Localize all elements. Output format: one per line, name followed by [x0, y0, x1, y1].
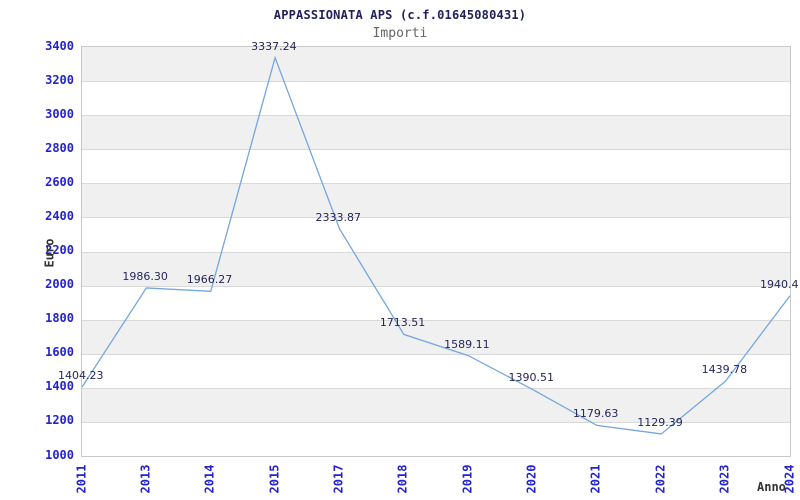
gridline: [82, 183, 790, 185]
x-tick-label: 2023: [707, 459, 743, 499]
gridline: [82, 81, 790, 83]
gridline: [82, 251, 790, 253]
x-tick-label: 2013: [127, 459, 163, 499]
gridline: [82, 421, 790, 423]
data-point-label: 1390.51: [508, 371, 555, 385]
data-point-label: 1966.27: [186, 273, 233, 287]
plot-band: [82, 319, 790, 354]
x-tick-label: 2021: [578, 459, 614, 499]
y-tick-label: 2800: [45, 140, 74, 155]
x-tick-label-text: 2018: [395, 464, 410, 494]
plot-band: [82, 115, 790, 150]
series-polyline: [82, 55, 790, 435]
x-tick-label-text: 2022: [653, 464, 668, 494]
gridline: [82, 319, 790, 321]
data-point-label: 1713.51: [379, 316, 426, 330]
x-tick-label-text: 2017: [331, 464, 346, 494]
x-tick-label: 2011: [63, 459, 99, 499]
y-tick-label: 2600: [45, 174, 74, 189]
data-point-label: 1986.30: [122, 269, 168, 283]
y-tick-label: 3000: [45, 106, 74, 121]
data-point-label: 1940.4: [760, 277, 799, 291]
chart-title: APPASSIONATA APS (c.f.01645080431): [273, 8, 527, 22]
y-tick-label: 1600: [45, 345, 74, 360]
plot-band: [82, 387, 790, 422]
y-tick-label: 2400: [45, 208, 74, 223]
chart-subtitle: Importi: [372, 26, 428, 41]
gridline: [82, 353, 790, 355]
x-tick-label-text: 2020: [524, 464, 539, 494]
plot-band: [82, 47, 790, 82]
data-point-label: 1439.78: [701, 363, 748, 377]
gridline: [82, 115, 790, 117]
x-tick-label-text: 2015: [267, 464, 282, 494]
data-point-label: 3337.24: [251, 39, 297, 53]
y-tick-label: 2000: [45, 277, 74, 292]
y-tick-label: 1200: [45, 413, 74, 428]
y-tick-label: 3200: [45, 72, 74, 87]
x-tick-label-text: 2023: [717, 464, 732, 494]
y-tick-label: 1400: [45, 379, 74, 394]
y-tick-label: 2200: [45, 243, 74, 257]
data-point-label: 2333.87: [315, 210, 361, 224]
x-tick-label-text: 2013: [138, 464, 153, 494]
x-tick-label: 2018: [385, 459, 421, 499]
x-tick-label-text: 2014: [202, 464, 217, 494]
data-point-label: 1589.11: [444, 337, 490, 351]
y-axis-title-text: Euro: [42, 238, 56, 268]
x-tick-label-text: 2011: [74, 464, 88, 494]
line-series: [82, 55, 790, 435]
x-tick-label-text: 2021: [588, 464, 603, 494]
x-tick-label: 2015: [256, 459, 292, 499]
gridline: [82, 217, 790, 219]
y-axis-title: Euro: [34, 223, 64, 283]
x-tick-label: 2020: [514, 459, 550, 499]
y-tick-label: 1800: [45, 311, 74, 326]
x-tick-label: 2022: [642, 459, 678, 499]
x-axis-title: Anno: [757, 480, 786, 494]
gridline: [82, 387, 790, 389]
plot-area: [81, 46, 791, 457]
gridline: [82, 149, 790, 151]
data-point-label: 1179.63: [572, 407, 619, 421]
x-tick-label: 2019: [449, 459, 485, 499]
data-point-label: 1129.39: [637, 415, 683, 429]
gridline: [82, 285, 790, 287]
y-tick-label: 3400: [45, 38, 74, 53]
plot-band: [82, 251, 790, 286]
plot-band: [82, 183, 790, 218]
data-point-label: 1404.23: [58, 369, 104, 383]
x-tick-label-text: 2019: [460, 464, 475, 494]
x-tick-label: 2014: [192, 459, 228, 499]
x-tick-label: 2017: [320, 459, 356, 499]
y-tick-label: 1000: [45, 447, 74, 462]
